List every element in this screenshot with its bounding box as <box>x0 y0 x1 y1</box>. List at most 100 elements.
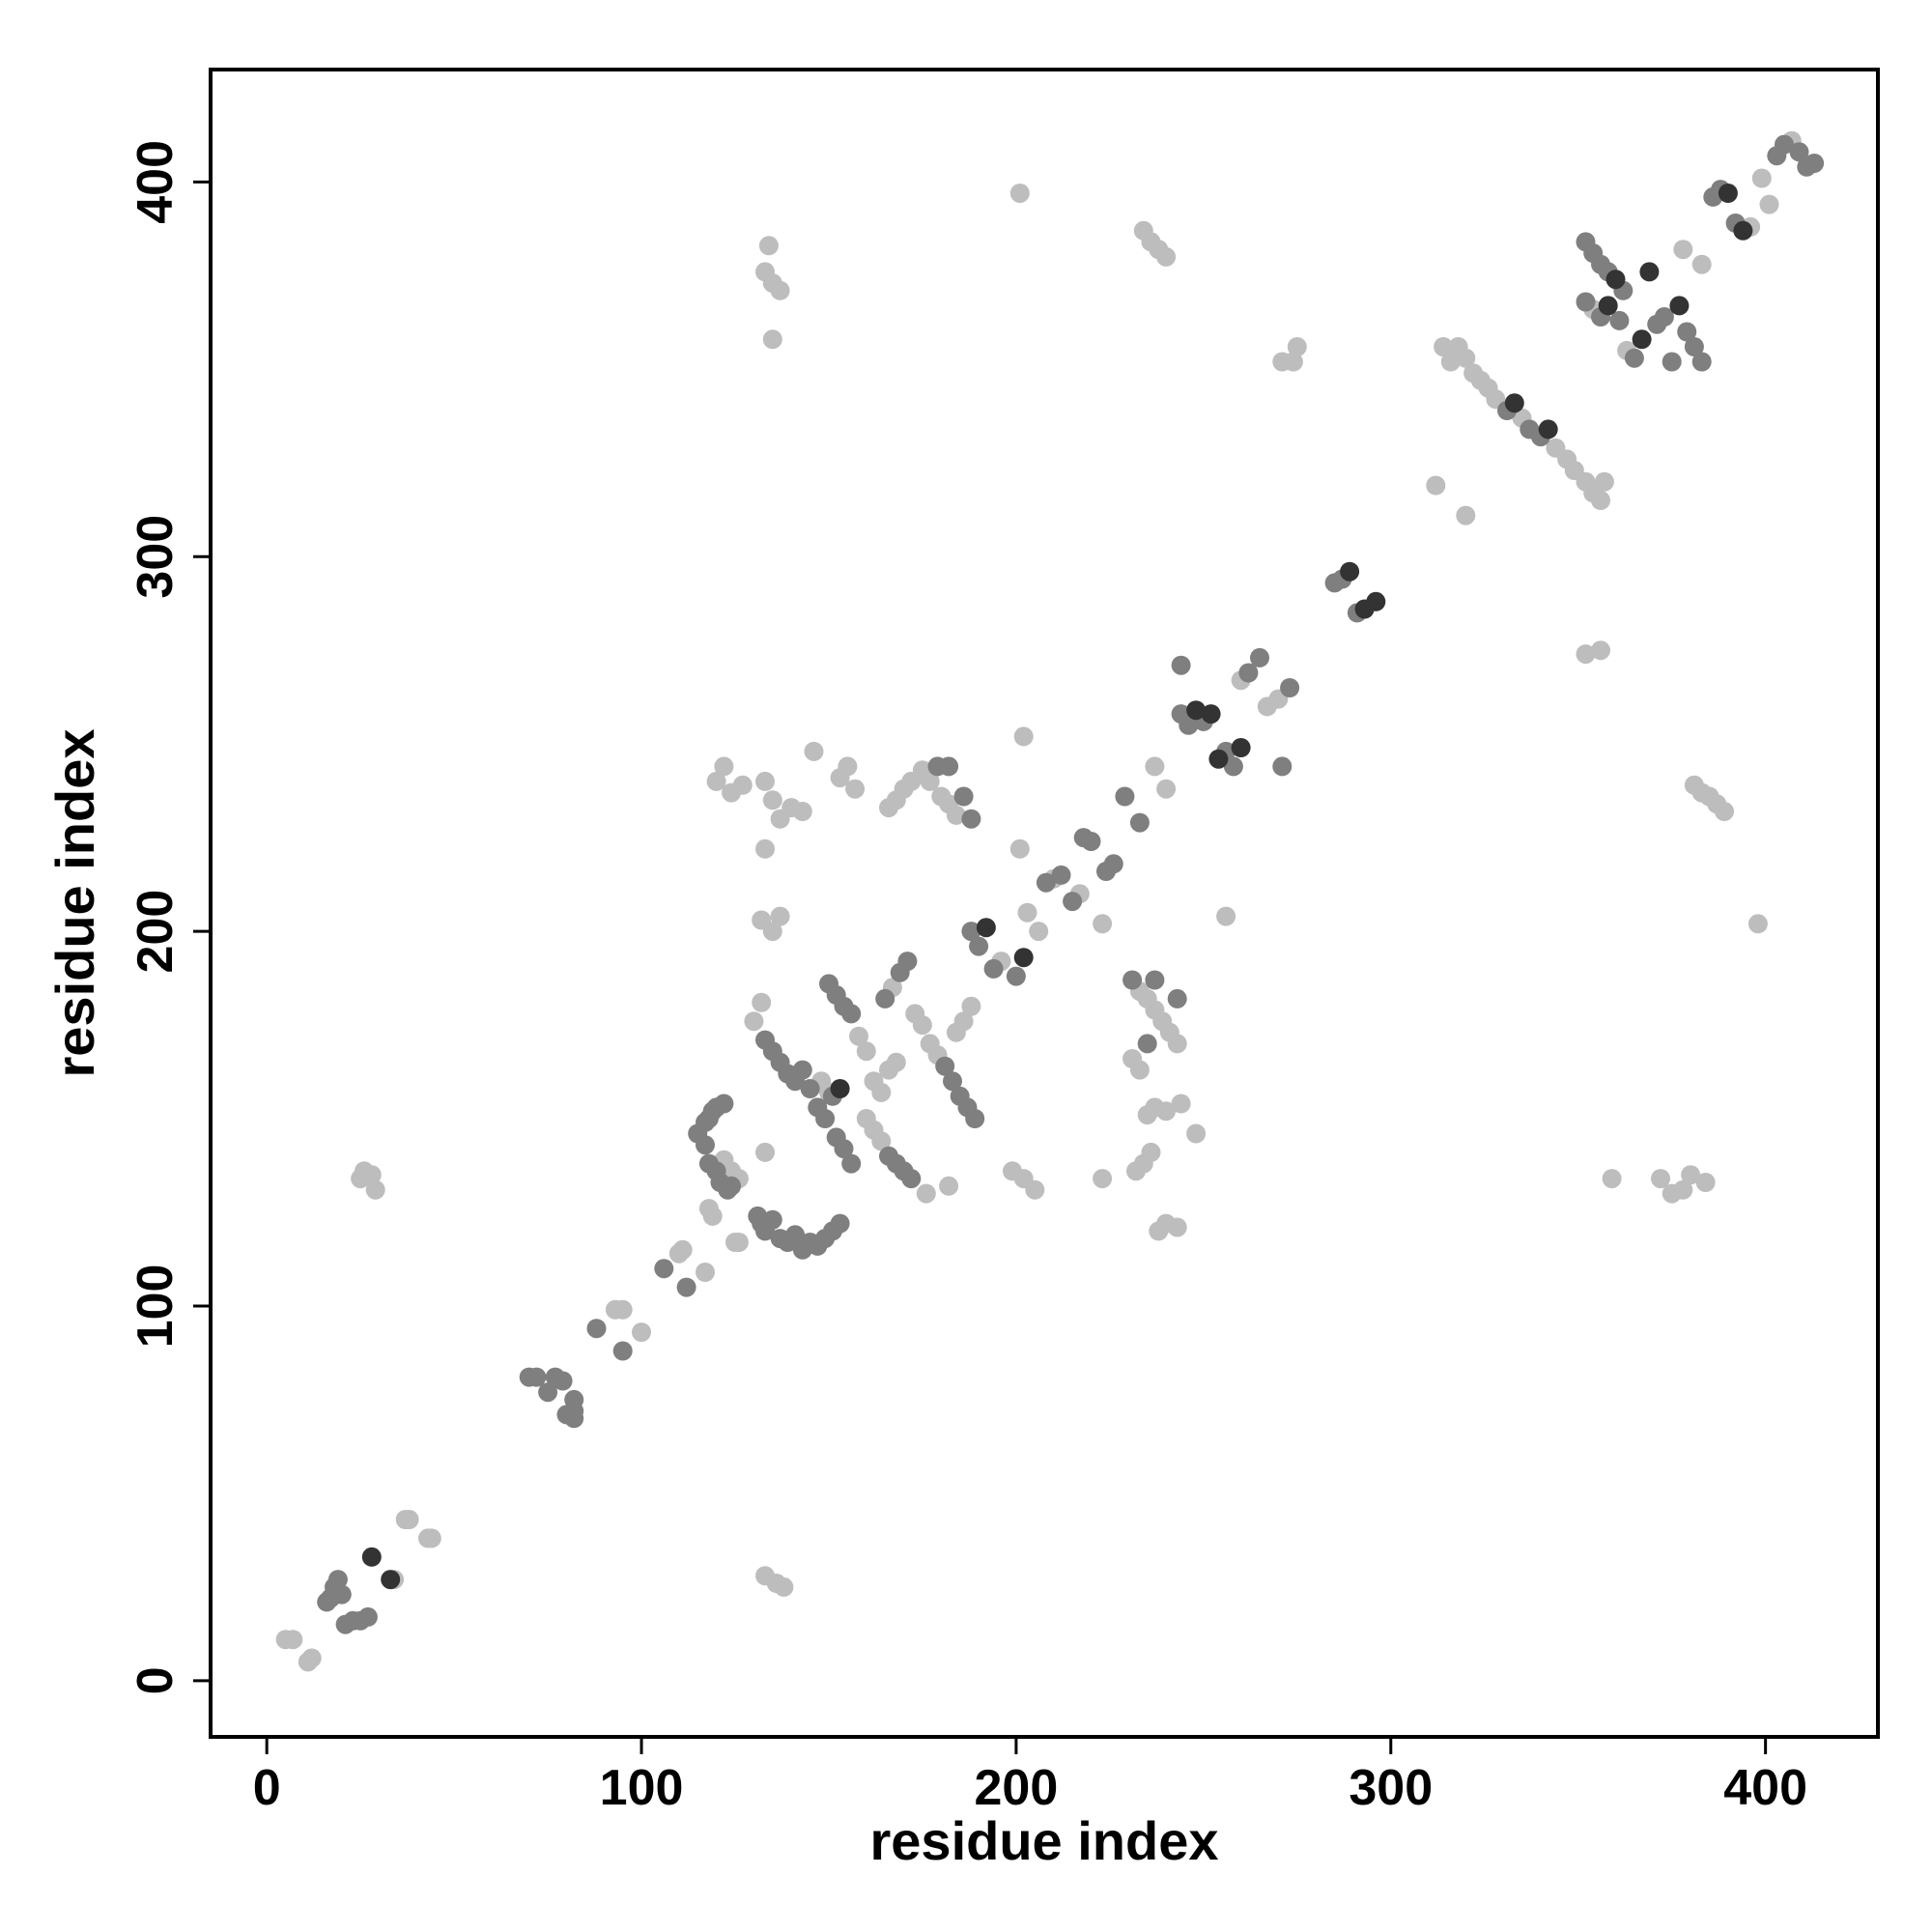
data-point-142 <box>1036 872 1056 893</box>
data-point-247 <box>1340 561 1360 582</box>
data-point-227 <box>1272 756 1293 777</box>
data-point-288 <box>1639 262 1660 282</box>
data-point-164 <box>845 779 866 799</box>
data-point-300 <box>1718 184 1738 203</box>
data-point-105 <box>901 1169 922 1189</box>
data-point-317 <box>1673 1179 1693 1200</box>
data-point-124 <box>939 1176 959 1196</box>
data-point-208 <box>1129 812 1150 833</box>
data-point-261 <box>1504 393 1524 413</box>
data-point-156 <box>755 771 775 791</box>
data-point-190 <box>1129 1060 1150 1080</box>
data-point-122 <box>886 1052 906 1072</box>
data-point-54 <box>722 1176 742 1196</box>
data-point-176 <box>939 756 959 777</box>
data-point-284 <box>1609 310 1630 330</box>
data-point-213 <box>1186 700 1207 721</box>
data-point-40 <box>672 1239 693 1260</box>
data-point-174 <box>946 805 966 825</box>
data-point-151 <box>1103 854 1123 874</box>
x-tick-label: 300 <box>1349 1760 1433 1816</box>
data-point-75 <box>744 1011 764 1032</box>
data-point-130 <box>976 918 996 938</box>
data-point-188 <box>1167 1034 1187 1054</box>
data-point-219 <box>1231 738 1251 757</box>
data-point-244 <box>1287 337 1307 356</box>
data-point-8 <box>331 1584 352 1605</box>
data-point-312 <box>1576 644 1596 665</box>
data-point-114 <box>935 1056 955 1076</box>
points-layer <box>275 130 1825 1672</box>
data-point-160 <box>792 802 812 821</box>
data-point-291 <box>1662 352 1682 372</box>
data-point-139 <box>1009 838 1030 859</box>
data-point-82 <box>792 1060 812 1080</box>
data-point-272 <box>1594 471 1614 492</box>
data-point-22 <box>361 1165 382 1185</box>
data-point-182 <box>1122 970 1143 990</box>
data-point-294 <box>1684 337 1704 356</box>
data-point-209 <box>1145 756 1165 777</box>
data-point-19 <box>421 1528 441 1548</box>
data-point-236 <box>770 280 790 300</box>
data-point-280 <box>1576 292 1596 312</box>
data-point-197 <box>1171 1094 1191 1114</box>
y-tick-label: 200 <box>128 890 184 974</box>
data-point-241 <box>774 1577 794 1597</box>
data-point-296 <box>1673 240 1693 260</box>
data-point-287 <box>1632 329 1652 350</box>
data-point-115 <box>943 1071 962 1092</box>
data-point-286 <box>1624 348 1644 368</box>
data-point-278 <box>1605 270 1626 290</box>
x-tick-label: 400 <box>1723 1760 1807 1816</box>
x-tick-label: 100 <box>600 1760 684 1816</box>
data-point-12 <box>357 1606 378 1627</box>
data-point-191 <box>1137 1034 1157 1054</box>
data-point-290 <box>1654 307 1674 327</box>
y-tick-label: 0 <box>128 1666 184 1694</box>
data-point-271 <box>1591 491 1610 510</box>
x-axis-label: residue index <box>869 1810 1218 1871</box>
data-point-171 <box>920 771 940 791</box>
data-point-192 <box>1145 970 1165 990</box>
data-point-131 <box>983 958 1004 979</box>
data-point-238 <box>762 329 782 350</box>
data-point-265 <box>1538 419 1558 440</box>
data-point-180 <box>762 922 782 942</box>
data-point-305 <box>1759 194 1779 214</box>
data-point-205 <box>755 1142 775 1162</box>
data-point-178 <box>961 809 981 829</box>
data-point-109 <box>897 952 918 972</box>
data-point-31 <box>564 1408 584 1429</box>
data-point-314 <box>1602 1169 1622 1189</box>
data-point-144 <box>1051 865 1071 885</box>
data-point-140 <box>1017 902 1037 923</box>
data-point-302 <box>1733 220 1753 241</box>
data-point-196 <box>1156 1101 1177 1122</box>
data-point-293 <box>1677 322 1697 342</box>
data-point-28 <box>553 1371 573 1391</box>
data-point-35 <box>612 1299 633 1320</box>
y-tick-label: 300 <box>128 515 184 599</box>
data-point-49 <box>696 1135 715 1155</box>
data-point-141 <box>1029 922 1049 942</box>
data-point-120 <box>871 1082 892 1102</box>
data-point-252 <box>1434 337 1454 356</box>
data-point-76 <box>752 992 772 1012</box>
data-point-14 <box>381 1570 401 1590</box>
data-point-65 <box>762 1209 782 1230</box>
data-point-313 <box>1591 640 1610 661</box>
data-point-207 <box>1115 786 1135 807</box>
data-point-38 <box>654 1259 674 1279</box>
data-point-292 <box>1669 296 1690 316</box>
data-point-221 <box>1216 906 1236 926</box>
data-point-37 <box>632 1322 651 1343</box>
data-point-201 <box>1141 1142 1161 1162</box>
data-point-204 <box>1167 1217 1187 1237</box>
data-point-319 <box>1695 1173 1716 1192</box>
data-point-198 <box>1186 1123 1207 1144</box>
data-point-325 <box>1747 914 1768 934</box>
data-point-161 <box>804 741 824 761</box>
data-point-152 <box>706 771 726 791</box>
